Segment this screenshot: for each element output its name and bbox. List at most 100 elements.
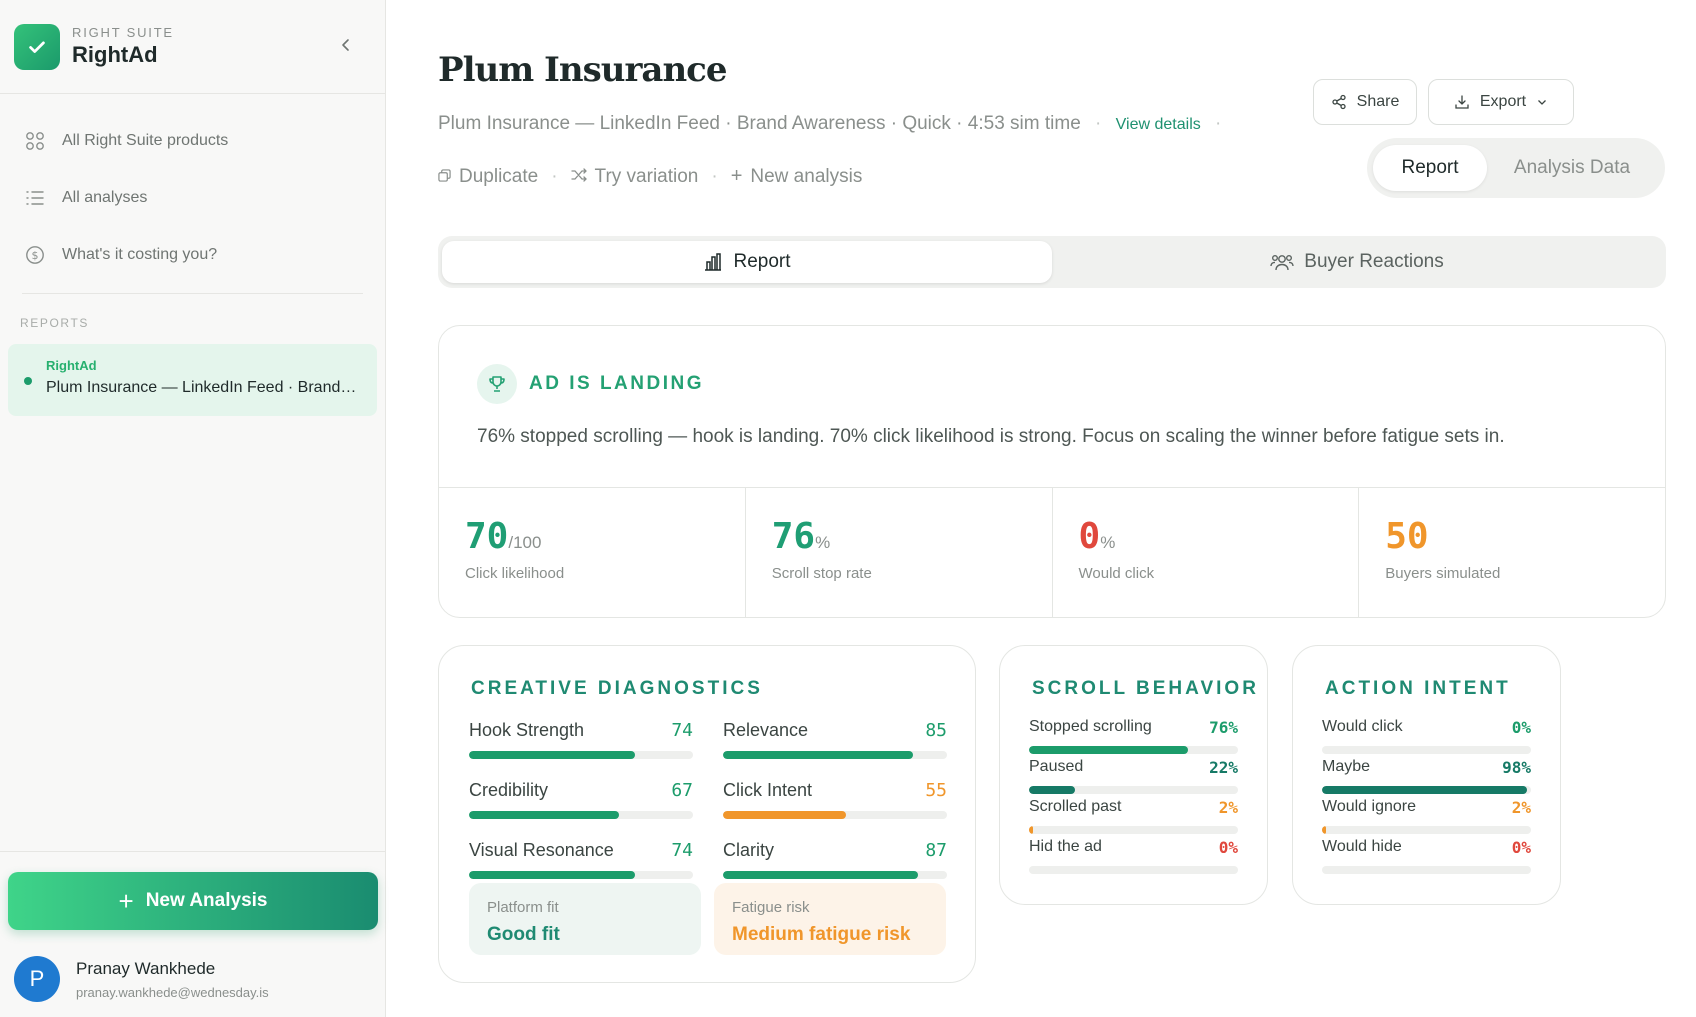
metric-bar-fill [469,751,635,759]
duplicate-button[interactable]: Duplicate [438,166,538,188]
new-analysis-label: New Analysis [145,890,268,911]
metric-bar-fill [1322,786,1527,794]
stat-unit: % [1100,533,1116,552]
diagnostic-metric: Clarity 87 [723,840,947,879]
metric-bar [723,871,947,879]
nav-all-products[interactable]: All Right Suite products [22,112,363,169]
metric-value: 98% [1502,758,1531,777]
stat-value: 0 [1078,516,1101,557]
tab-buyer-reactions[interactable]: Buyer Reactions [1052,241,1662,283]
new-analysis-link-label: New analysis [750,165,863,187]
sidebar: RIGHT SUITE RightAd All Right Suite prod… [0,0,386,1017]
new-analysis-button[interactable]: + New Analysis [8,872,378,930]
active-dot [24,377,32,385]
metric-bar [1029,826,1238,834]
chevron-left-icon [342,39,349,51]
diagnostic-metric: Hook Strength 74 [469,720,693,759]
metric-value: 76% [1209,718,1238,737]
metric-value: 85 [925,720,947,741]
creative-diagnostics-card: CREATIVE DIAGNOSTICS Hook Strength 74 Rele… [438,645,976,983]
brand-suite: RIGHT SUITE [72,25,174,40]
verdict-card: AD IS LANDING 76% stopped scrolling — ho… [438,325,1666,618]
separator: · [1095,113,1102,134]
card-title: SCROLL BEHAVIOR [1032,678,1259,699]
brand-name: RightAd [72,42,158,67]
metric-bar [469,811,693,819]
metric-value: 2% [1218,798,1238,817]
reports-label: REPORTS [20,316,89,330]
analysis-actions: Duplicate · Try variation · + New analys… [438,165,862,188]
nav-all-analyses[interactable]: All analyses [22,169,363,226]
export-button[interactable]: Export [1428,79,1574,125]
stat-label: Would click [1078,565,1155,582]
stat-value: 70 [465,516,509,557]
try-variation-button[interactable]: Try variation [570,166,698,188]
card-title: ACTION INTENT [1325,678,1511,699]
metric-bar-fill [1322,826,1327,834]
svg-text:$: $ [32,249,39,262]
tab-report[interactable]: Report [442,241,1052,283]
avatar: P [14,956,60,1002]
users-icon [1270,252,1294,272]
card-title: CREATIVE DIAGNOSTICS [471,678,763,699]
metric-bar [1029,866,1238,874]
metric-label: Click Intent [723,780,813,800]
sidebar-footer: + New Analysis P Pranay Wankhede pranay.… [0,851,385,1017]
fatigue-risk-value: Medium fatigue risk [732,924,911,945]
view-details-link[interactable]: View details [1115,116,1201,133]
stat-click-likelihood: 70/100 Click likelihood [439,488,746,617]
view-toggle: Report Analysis Data [1367,138,1665,198]
metric-bar [723,811,947,819]
platform-fit-value: Good fit [487,924,560,945]
grid-icon [22,128,48,154]
tab-buyers-label: Buyer Reactions [1304,251,1444,272]
stat-unit: /100 [508,533,542,552]
diagnostic-metric: Visual Resonance 74 [469,840,693,879]
plus-icon: + [730,165,743,187]
metric-bar [469,751,693,759]
metric-value: 74 [671,840,693,861]
report-tabs: Report Buyer Reactions [438,236,1666,288]
platform-fit-badge: Platform fit Good fit [469,883,701,955]
scroll-metric: Scrolled past 2% [1029,798,1238,834]
metric-value: 0% [1511,838,1531,857]
metric-value: 0% [1218,838,1238,857]
seg-report[interactable]: Report [1373,145,1487,191]
metric-label: Stopped scrolling [1029,718,1152,735]
metric-label: Credibility [469,780,549,800]
report-item-plum-insurance[interactable]: RightAd Plum Insurance — LinkedIn Feed ·… [8,344,377,416]
user-profile[interactable]: P Pranay Wankhede pranay.wankhede@wednes… [14,956,269,1002]
plus-icon: + [118,885,134,916]
stat-would-click: 0% Would click [1053,488,1360,617]
metric-bar [1322,866,1531,874]
scroll-behavior-card: SCROLL BEHAVIOR Stopped scrolling 76% Paus… [999,645,1268,905]
stat-label: Click likelihood [465,565,565,582]
new-analysis-link[interactable]: + New analysis [731,165,863,188]
metric-label: Relevance [723,720,809,740]
share-icon [1331,94,1346,110]
metric-bar-fill [469,811,620,819]
separator: · [551,165,558,187]
metric-value: 22% [1209,758,1238,777]
checkmark-logo-icon [14,23,60,70]
intent-metric: Maybe 98% [1322,758,1531,794]
analysis-meta: Plum Insurance — LinkedIn Feed · Brand A… [438,113,1230,135]
collapse-sidebar-button[interactable] [334,33,358,57]
nav-costing[interactable]: $ What's it costing you? [22,226,363,283]
diagnostic-metric: Credibility 67 [469,780,693,819]
share-button[interactable]: Share [1313,79,1417,125]
metric-label: Scrolled past [1029,798,1122,815]
metric-value: 67 [671,780,693,801]
metric-label: Visual Resonance [469,840,614,860]
list-icon [22,185,48,211]
dollar-icon: $ [22,242,48,268]
seg-analysis-data[interactable]: Analysis Data [1513,157,1631,178]
fatigue-risk-badge: Fatigue risk Medium fatigue risk [714,883,946,955]
divider [22,293,363,294]
nav-label: What's it costing you? [62,245,218,263]
tab-report-label: Report [733,251,791,272]
stat-value: 76 [771,516,816,557]
page-title: Plum Insurance [438,50,727,90]
metric-bar [1322,826,1531,834]
fatigue-risk-label: Fatigue risk [732,899,810,916]
